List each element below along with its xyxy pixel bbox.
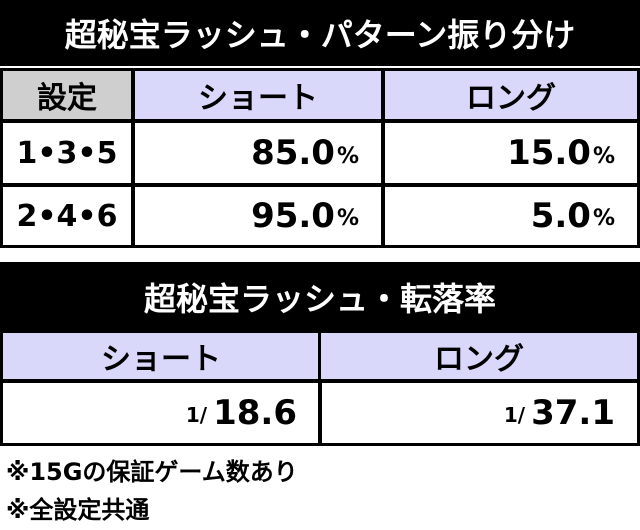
value: 95.0: [251, 196, 335, 236]
value: 85.0: [251, 133, 335, 173]
value-cell: 85.0%: [132, 120, 384, 186]
title: 超秘宝ラッシュ・パターン振り分け: [64, 16, 576, 54]
row-label: 1•3•5: [16, 135, 118, 171]
unit: %: [592, 206, 615, 231]
row-label-cell: 2•4•6: [0, 184, 134, 248]
section-title-bar: 超秘宝ラッシュ・転落率: [0, 262, 640, 332]
note: ※15Gの保証ゲーム数あり: [6, 458, 298, 486]
section-title: 超秘宝ラッシュ・転落率: [143, 280, 496, 318]
title-bar: 超秘宝ラッシュ・パターン振り分け: [0, 0, 640, 66]
row-label: 2•4•6: [16, 198, 118, 234]
prefix: 1/: [185, 403, 208, 427]
value: 18.6: [213, 393, 297, 433]
unit: %: [336, 144, 359, 169]
value: 15.0: [507, 133, 591, 173]
header-cell: ロング: [318, 330, 640, 382]
unit: %: [592, 144, 615, 169]
header-text: ロング: [434, 342, 524, 377]
value-cell: 1/18.6: [0, 380, 322, 446]
header-text: 設定: [37, 81, 97, 116]
header-cell: ショート: [132, 68, 384, 122]
row-label-cell: 1•3•5: [0, 120, 134, 186]
header-text: ショート: [101, 342, 221, 377]
header-cell: ロング: [382, 68, 640, 122]
value-cell: 15.0%: [382, 120, 640, 186]
value-cell: 1/37.1: [318, 380, 640, 446]
value-cell: 95.0%: [132, 184, 384, 248]
unit: %: [336, 206, 359, 231]
header-text: ショート: [198, 81, 318, 116]
value-cell: 5.0%: [382, 184, 640, 248]
value: 37.1: [531, 393, 615, 433]
value: 5.0: [530, 196, 591, 236]
note: ※全設定共通: [6, 496, 150, 524]
prefix: 1/: [503, 403, 526, 427]
header-cell: ショート: [0, 330, 322, 382]
header-text: ロング: [466, 81, 556, 116]
header-cell: 設定: [0, 68, 134, 122]
